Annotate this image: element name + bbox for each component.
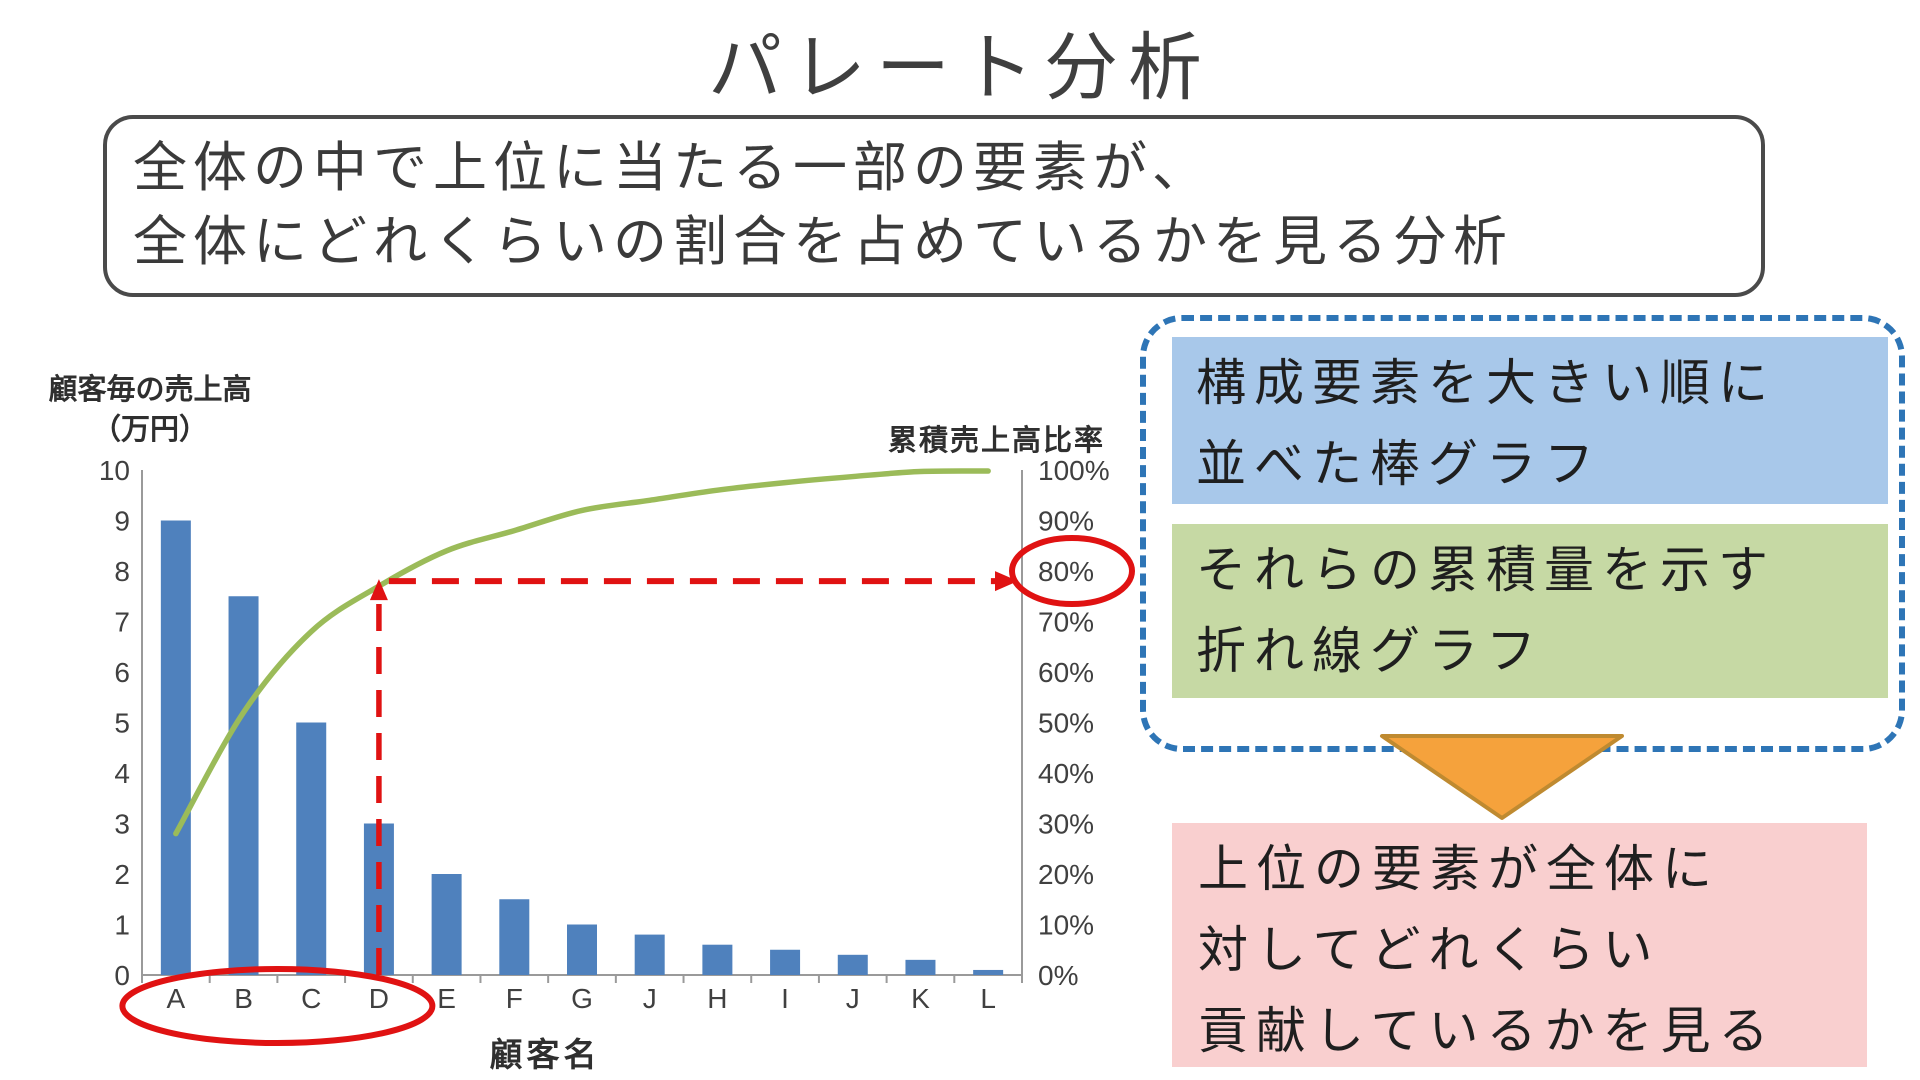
left-axis-tick-label: 3 [114, 809, 130, 840]
left-axis-title: 顧客毎の売上高 （万円） [30, 370, 270, 450]
line-graph-callout-line-1: それらの累積量を示す [1196, 542, 1776, 598]
x-category-label: L [980, 983, 996, 1014]
circled-top-categories [119, 966, 436, 1046]
pareto-chart: 109876543210100%90%80%70%60%50%40%30%20%… [99, 455, 1135, 1046]
left-axis-tick-label: 2 [114, 859, 130, 890]
sales-bar [160, 520, 191, 975]
x-category-label: C [301, 983, 321, 1014]
x-category-label: G [571, 983, 593, 1014]
definition-line-1: 全体の中で上位に当たる一部の要素が、 [133, 138, 1212, 198]
x-axis-title: 顧客名 [489, 1036, 601, 1073]
sales-bar [973, 969, 1004, 975]
x-category-label: I [781, 983, 789, 1014]
left-axis-title-line-1: 顧客毎の売上高 [48, 374, 252, 406]
sales-bar [499, 899, 530, 975]
x-category-label: J [846, 983, 860, 1014]
definition-line-2: 全体にどれくらいの割合を占めているかを見る分析 [133, 212, 1513, 272]
right-axis-tick-label: 60% [1038, 657, 1094, 688]
x-category-label: F [506, 983, 523, 1014]
right-axis-tick-label: 80% [1038, 556, 1094, 587]
left-axis-tick-label: 5 [114, 708, 130, 739]
sales-bar [431, 874, 462, 975]
right-axis-tick-label: 20% [1038, 859, 1094, 890]
bar-graph-callout-line-1: 構成要素を大きい順に [1196, 355, 1776, 411]
right-axis-tick-label: 30% [1038, 809, 1094, 840]
x-category-label: K [911, 983, 930, 1014]
left-axis-tick-label: 9 [114, 506, 130, 537]
right-axis-tick-label: 100% [1038, 455, 1110, 486]
bar-graph-callout-line-2: 並べた棒グラフ [1196, 436, 1602, 492]
x-category-label: B [234, 983, 253, 1014]
x-category-label: D [369, 983, 389, 1014]
conclusion-box: 上位の要素が全体に 対してどれくらい 貢献しているかを見る [1172, 823, 1867, 1067]
left-axis-tick-label: 1 [114, 910, 130, 941]
left-axis-tick-label: 6 [114, 657, 130, 688]
guide-right-arrowhead [995, 571, 1018, 592]
sales-bar [837, 954, 868, 975]
right-axis-tick-label: 10% [1038, 910, 1094, 941]
right-axis-tick-label: 40% [1038, 758, 1094, 789]
right-axis-title: 累積売上高比率 [888, 425, 1106, 457]
cumulative-line [173, 468, 991, 837]
down-arrow-shape [1380, 734, 1624, 820]
right-axis-tick-label: 90% [1038, 506, 1094, 537]
right-axis-tick-label: 0% [1038, 960, 1078, 991]
x-category-label: A [167, 983, 186, 1014]
sales-bar [296, 722, 327, 975]
conclusion-line-1: 上位の要素が全体に [1198, 841, 1720, 897]
bar-graph-callout: 構成要素を大きい順に 並べた棒グラフ [1172, 337, 1888, 504]
page-title: パレート分析 [708, 26, 1212, 109]
line-graph-callout: それらの累積量を示す 折れ線グラフ [1172, 524, 1888, 698]
x-category-label: J [643, 983, 657, 1014]
left-axis-tick-label: 10 [99, 455, 130, 486]
left-axis-tick-label: 4 [114, 758, 130, 789]
right-axis-tick-label: 50% [1038, 708, 1094, 739]
sales-bar [634, 934, 665, 975]
left-axis-title-line-2: （万円） [91, 414, 208, 446]
guide-up-arrowhead [369, 579, 388, 601]
left-axis-tick-label: 0 [114, 960, 130, 991]
circled-80-percent [1009, 535, 1135, 607]
line-graph-callout-line-2: 折れ線グラフ [1196, 623, 1544, 679]
x-category-label: H [707, 983, 727, 1014]
down-arrow [1380, 734, 1624, 820]
sales-bar [567, 924, 597, 975]
sales-bar [702, 944, 733, 975]
sales-bar [228, 596, 259, 975]
conclusion-line-2: 対してどれくらい [1198, 922, 1661, 978]
right-axis-tick-label: 70% [1038, 607, 1094, 638]
conclusion-line-3: 貢献しているかを見る [1198, 1003, 1777, 1059]
definition-box: 全体の中で上位に当たる一部の要素が、 全体にどれくらいの割合を占めているかを見る… [103, 115, 1765, 297]
left-axis-tick-label: 7 [114, 607, 130, 638]
x-category-label: E [437, 983, 456, 1014]
left-axis-tick-label: 8 [114, 556, 130, 587]
sales-bar [905, 959, 936, 975]
sales-bar [770, 949, 801, 975]
